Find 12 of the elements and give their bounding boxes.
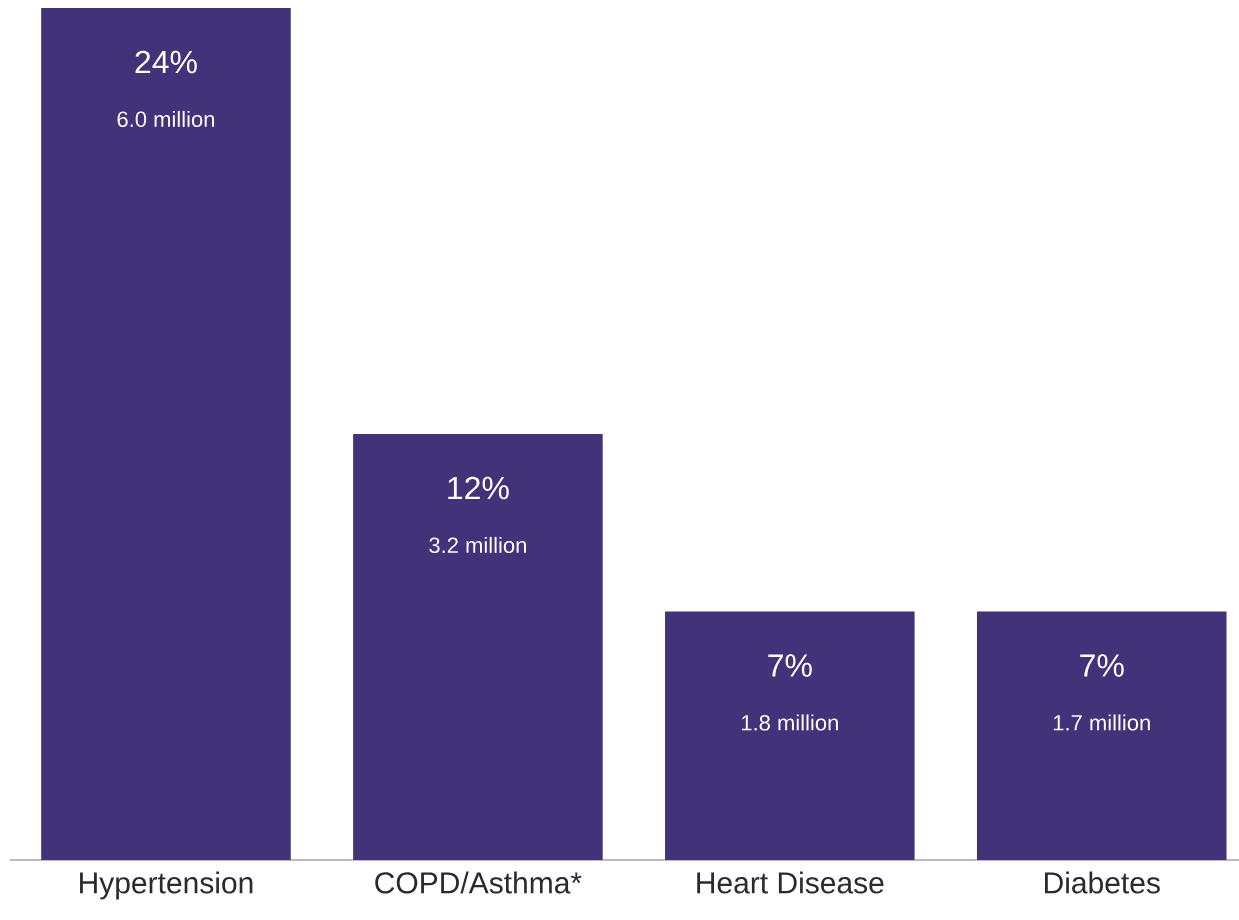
x-tick-label: Diabetes — [1045, 871, 1160, 894]
annotation: 1.7 million — [1053, 714, 1150, 731]
data-label: 24% — [135, 50, 197, 74]
annotation: 6.0 million — [117, 110, 215, 128]
data-label: 7% — [768, 654, 812, 677]
data-label: 12% — [448, 476, 509, 500]
x-tick-label: Heart Disease — [697, 871, 884, 894]
annotation: 3.2 million — [429, 536, 526, 554]
data-label: 7% — [1080, 654, 1124, 677]
x-tick-label: Hypertension — [80, 871, 253, 900]
x-tick-label: COPD/Asthma* — [375, 871, 582, 894]
annotation: 1.8 million — [741, 714, 838, 731]
